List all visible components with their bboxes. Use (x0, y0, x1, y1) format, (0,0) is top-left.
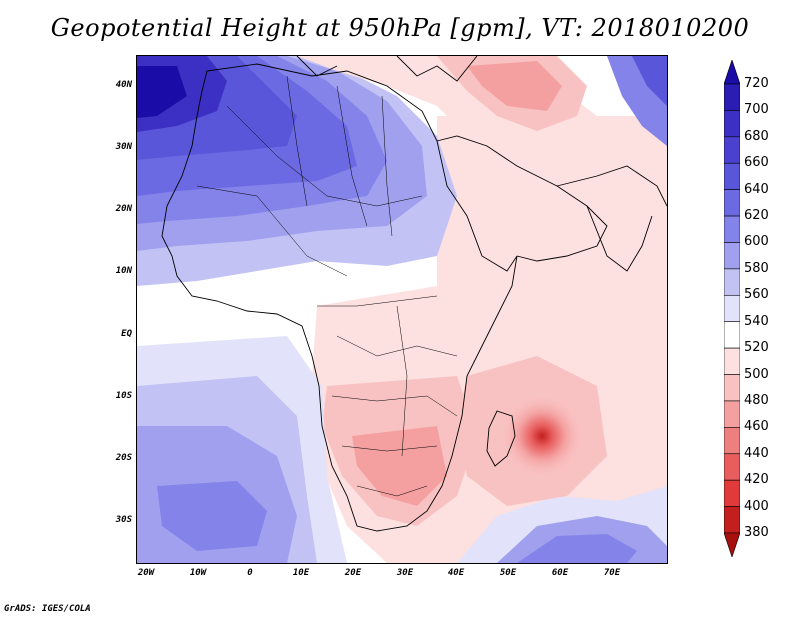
colorbar-label: 420 (744, 472, 769, 488)
colorbar-bin (724, 453, 740, 481)
lat-label-40n: 40N (115, 80, 132, 90)
lat-label-20n: 20N (115, 204, 132, 214)
lat-label-10n: 10N (115, 266, 132, 276)
map-panel[interactable] (136, 55, 668, 564)
colorbar-bin (724, 110, 740, 138)
colorbar-bin (724, 189, 740, 217)
colorbar-bin (724, 374, 740, 402)
colorbar-bin (724, 162, 740, 190)
lon-label-0: 0 (247, 568, 253, 578)
lat-label-30s: 30S (115, 515, 132, 525)
colorbar-label: 480 (744, 392, 769, 408)
lon-label-40e: 40E (447, 568, 465, 578)
lon-label-50e: 50E (499, 568, 517, 578)
colorbar-label: 720 (744, 76, 769, 91)
colorbar-label: 680 (744, 128, 769, 144)
colorbar-bin (724, 427, 740, 455)
lon-label-60e: 60E (551, 568, 569, 578)
colorbar-label: 520 (744, 340, 769, 356)
lon-label-70e: 70E (603, 568, 621, 578)
colorbar-bin (724, 347, 740, 375)
coastlines (161, 56, 667, 532)
lon-label-30e: 30E (396, 568, 414, 578)
colorbar-bin (724, 506, 740, 534)
lon-label-10w: 10W (189, 568, 207, 578)
colorbar-label: 560 (744, 287, 769, 303)
colorbar-label: 500 (744, 366, 769, 382)
colorbar-label: 380 (744, 525, 769, 540)
colorbar-label: 460 (744, 419, 769, 435)
colorbar-label: 440 (744, 445, 769, 461)
colorbar-label: 540 (744, 313, 769, 329)
colorbar-label: 600 (744, 234, 769, 250)
lat-label-eq: EQ (121, 329, 132, 339)
colorbar-bin (724, 242, 740, 270)
colorbar-label: 700 (744, 102, 769, 118)
height-field-map (137, 56, 667, 563)
lon-label-10e: 10E (292, 568, 310, 578)
colorbar-bin (724, 321, 740, 349)
colorbar-label: 620 (744, 208, 769, 224)
colorbar-label: 660 (744, 155, 769, 171)
colorbar-label: 400 (744, 498, 769, 514)
colorbar-label: 580 (744, 260, 769, 276)
colorbar (724, 60, 740, 557)
lat-label-20s: 20S (115, 453, 132, 463)
colorbar-bin (724, 83, 740, 111)
colorbar-label: 640 (744, 181, 769, 197)
colorbar-bottom-arrow (724, 532, 740, 557)
colorbar-bin (724, 268, 740, 296)
colorbar-bin (724, 136, 740, 164)
footer-credit: GrADS: IGES/COLA (4, 604, 91, 614)
lat-label-10s: 10S (115, 391, 132, 401)
lon-label-20w: 20W (137, 568, 155, 578)
lat-label-30n: 30N (115, 142, 132, 152)
lon-label-20e: 20E (344, 568, 362, 578)
colorbar-bin (724, 294, 740, 323)
country-borders (196, 75, 458, 497)
colorbar-top-arrow (724, 60, 740, 85)
map-title: Geopotential Height at 950hPa [gpm], VT:… (50, 14, 750, 42)
colorbar-bin (724, 215, 740, 243)
colorbar-bin (724, 479, 740, 507)
colorbar-bin (724, 400, 740, 428)
